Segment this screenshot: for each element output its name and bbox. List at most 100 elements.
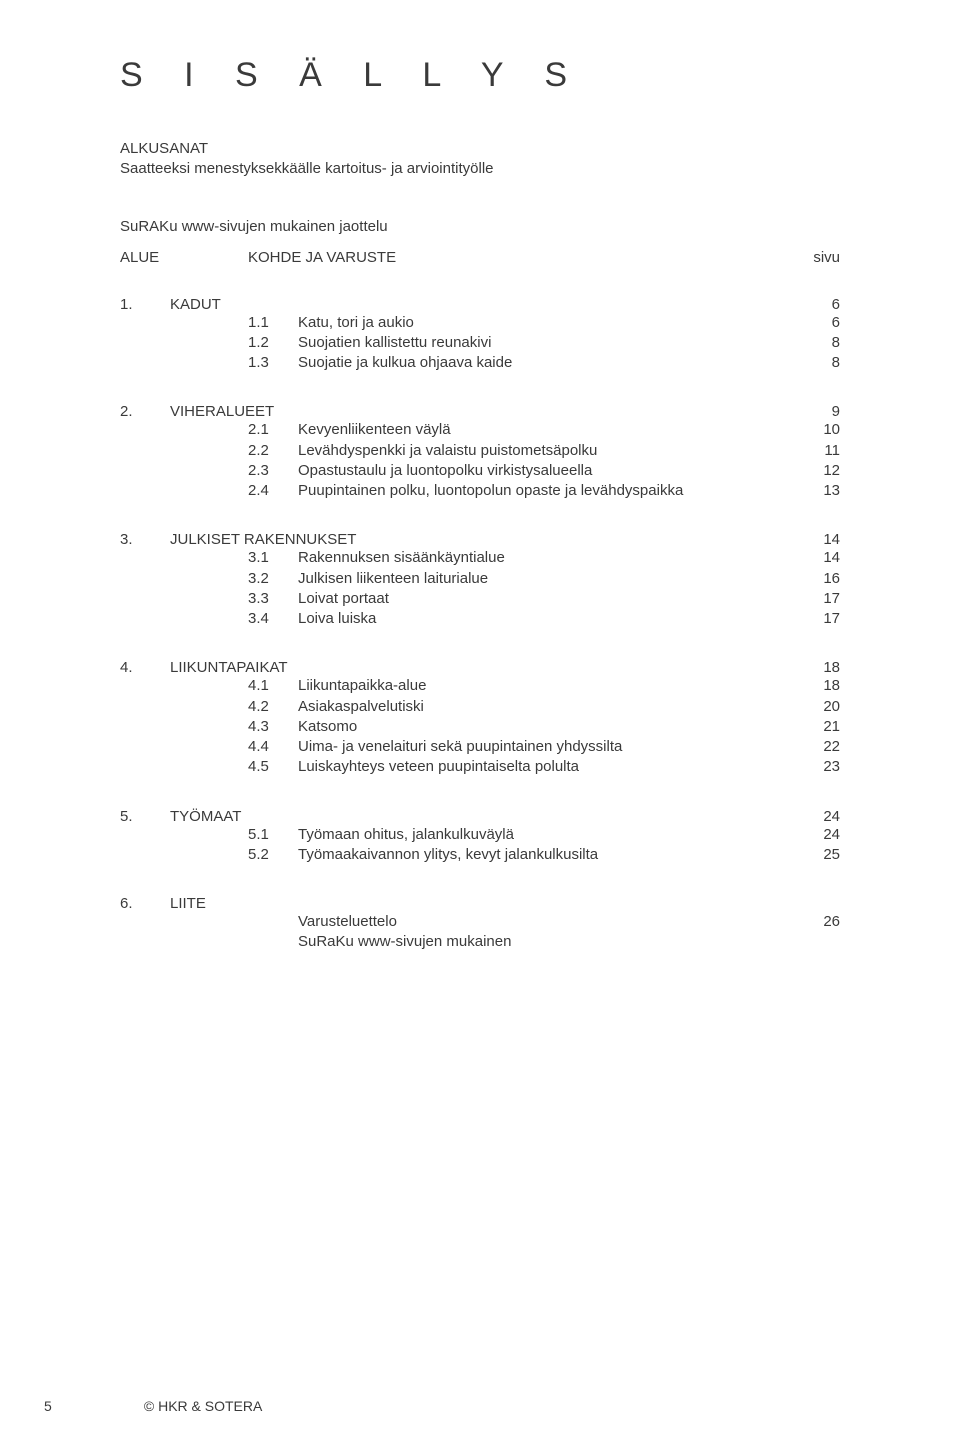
toc-item-row: 1.2Suojatien kallistettu reunakivi8 bbox=[120, 333, 840, 353]
section-page: 14 bbox=[780, 531, 840, 548]
section-number: 4. bbox=[120, 659, 170, 676]
toc-item-row: Varusteluettelo26 bbox=[120, 912, 840, 932]
item-page: 22 bbox=[780, 737, 840, 757]
section-label: LIITE bbox=[170, 895, 780, 912]
item-label: Suojatien kallistettu reunakivi bbox=[298, 333, 780, 353]
item-number: 4.5 bbox=[248, 757, 298, 777]
toc-item-row: 3.1Rakennuksen sisäänkäyntialue14 bbox=[120, 548, 840, 568]
section-page bbox=[780, 895, 840, 912]
item-number: 2.4 bbox=[248, 481, 298, 501]
item-number: 2.1 bbox=[248, 420, 298, 440]
item-label: Loiva luiska bbox=[298, 609, 780, 629]
toc-item-row: 3.4Loiva luiska17 bbox=[120, 609, 840, 629]
item-page: 10 bbox=[780, 420, 840, 440]
toc-section: 2.VIHERALUEET92.1Kevyenliikenteen väylä1… bbox=[120, 403, 840, 501]
intro-line-2: Saatteeksi menestyksekkäälle kartoitus- … bbox=[120, 159, 840, 179]
item-number: 3.4 bbox=[248, 609, 298, 629]
toc-item-row: 4.5Luiskayhteys veteen puupintaiselta po… bbox=[120, 757, 840, 777]
item-label: Katsomo bbox=[298, 717, 780, 737]
item-label: Katu, tori ja aukio bbox=[298, 313, 780, 333]
item-label: Asiakaspalvelutiski bbox=[298, 697, 780, 717]
toc-item-row: 4.3Katsomo21 bbox=[120, 717, 840, 737]
item-page: 6 bbox=[780, 313, 840, 333]
item-number: 4.1 bbox=[248, 676, 298, 696]
item-label: Suojatie ja kulkua ohjaava kaide bbox=[298, 353, 780, 373]
toc-item-row: 4.1Liikuntapaikka-alue18 bbox=[120, 676, 840, 696]
toc-item-row: SuRaKu www-sivujen mukainen bbox=[120, 932, 840, 952]
item-number bbox=[248, 912, 298, 932]
item-number: 3.3 bbox=[248, 589, 298, 609]
footer-page-number: 5 bbox=[44, 1398, 140, 1414]
section-label: TYÖMAAT bbox=[170, 808, 780, 825]
item-label: Varusteluettelo bbox=[298, 912, 780, 932]
toc-header-row: ALUE KOHDE JA VARUSTE sivu bbox=[120, 249, 840, 266]
item-page: 8 bbox=[780, 353, 840, 373]
item-page: 25 bbox=[780, 845, 840, 865]
document-page: S I S Ä L L Y S ALKUSANAT Saatteeksi men… bbox=[0, 0, 960, 1438]
item-page: 24 bbox=[780, 825, 840, 845]
item-number: 1.3 bbox=[248, 353, 298, 373]
item-label: Työmaan ohitus, jalankulkuväylä bbox=[298, 825, 780, 845]
toc-item-row: 3.2Julkisen liikenteen laiturialue16 bbox=[120, 569, 840, 589]
toc-item-row: 2.4Puupintainen polku, luontopolun opast… bbox=[120, 481, 840, 501]
section-number: 5. bbox=[120, 808, 170, 825]
section-page: 18 bbox=[780, 659, 840, 676]
header-alue: ALUE bbox=[120, 249, 248, 266]
footer-credit: © HKR & SOTERA bbox=[144, 1398, 262, 1414]
item-label: Kevyenliikenteen väylä bbox=[298, 420, 780, 440]
item-page bbox=[780, 932, 840, 952]
item-page: 17 bbox=[780, 609, 840, 629]
item-page: 26 bbox=[780, 912, 840, 932]
toc-item-row: 5.1Työmaan ohitus, jalankulkuväylä24 bbox=[120, 825, 840, 845]
item-label: Rakennuksen sisäänkäyntialue bbox=[298, 548, 780, 568]
item-number: 4.4 bbox=[248, 737, 298, 757]
section-label: KADUT bbox=[170, 296, 780, 313]
section-number: 2. bbox=[120, 403, 170, 420]
section-page: 24 bbox=[780, 808, 840, 825]
item-page: 23 bbox=[780, 757, 840, 777]
toc-section: 4.LIIKUNTAPAIKAT184.1Liikuntapaikka-alue… bbox=[120, 659, 840, 777]
toc-item-row: 2.2Levähdyspenkki ja valaistu puistomets… bbox=[120, 441, 840, 461]
section-page: 6 bbox=[780, 296, 840, 313]
item-number: 2.3 bbox=[248, 461, 298, 481]
toc-section: 5.TYÖMAAT245.1Työmaan ohitus, jalankulku… bbox=[120, 808, 840, 866]
section-page: 9 bbox=[780, 403, 840, 420]
item-page: 17 bbox=[780, 589, 840, 609]
section-title-row: 3.JULKISET RAKENNUKSET14 bbox=[120, 531, 840, 548]
item-number: 3.2 bbox=[248, 569, 298, 589]
toc-section: 1.KADUT61.1Katu, tori ja aukio61.2Suojat… bbox=[120, 296, 840, 374]
section-title-row: 2.VIHERALUEET9 bbox=[120, 403, 840, 420]
toc-item-row: 1.3Suojatie ja kulkua ohjaava kaide8 bbox=[120, 353, 840, 373]
section-title-row: 4.LIIKUNTAPAIKAT18 bbox=[120, 659, 840, 676]
item-label: Liikuntapaikka-alue bbox=[298, 676, 780, 696]
toc-item-row: 2.3Opastustaulu ja luontopolku virkistys… bbox=[120, 461, 840, 481]
intro-line-1: ALKUSANAT bbox=[120, 139, 840, 159]
section-title-row: 1.KADUT6 bbox=[120, 296, 840, 313]
item-page: 14 bbox=[780, 548, 840, 568]
item-number: 2.2 bbox=[248, 441, 298, 461]
section-label: JULKISET RAKENNUKSET bbox=[170, 531, 780, 548]
toc-item-row: 3.3Loivat portaat17 bbox=[120, 589, 840, 609]
item-label: Opastustaulu ja luontopolku virkistysalu… bbox=[298, 461, 780, 481]
item-label: Loivat portaat bbox=[298, 589, 780, 609]
item-page: 16 bbox=[780, 569, 840, 589]
item-number: 5.1 bbox=[248, 825, 298, 845]
item-number: 1.2 bbox=[248, 333, 298, 353]
page-footer: 5 © HKR & SOTERA bbox=[0, 1398, 960, 1414]
toc-item-row: 1.1Katu, tori ja aukio6 bbox=[120, 313, 840, 333]
item-page: 11 bbox=[780, 441, 840, 461]
item-page: 13 bbox=[780, 481, 840, 501]
section-title-row: 5.TYÖMAAT24 bbox=[120, 808, 840, 825]
toc-item-row: 4.4Uima- ja venelaituri sekä puupintaine… bbox=[120, 737, 840, 757]
item-page: 8 bbox=[780, 333, 840, 353]
section-number: 1. bbox=[120, 296, 170, 313]
section-number: 6. bbox=[120, 895, 170, 912]
subintro-text: SuRAKu www-sivujen mukainen jaottelu bbox=[120, 218, 840, 235]
toc-item-row: 2.1Kevyenliikenteen väylä10 bbox=[120, 420, 840, 440]
section-title-row: 6.LIITE bbox=[120, 895, 840, 912]
item-label: Työmaakaivannon ylitys, kevyt jalankulku… bbox=[298, 845, 780, 865]
section-label: LIIKUNTAPAIKAT bbox=[170, 659, 780, 676]
intro-block: ALKUSANAT Saatteeksi menestyksekkäälle k… bbox=[120, 139, 840, 180]
item-page: 18 bbox=[780, 676, 840, 696]
header-kohde: KOHDE JA VARUSTE bbox=[248, 249, 780, 266]
